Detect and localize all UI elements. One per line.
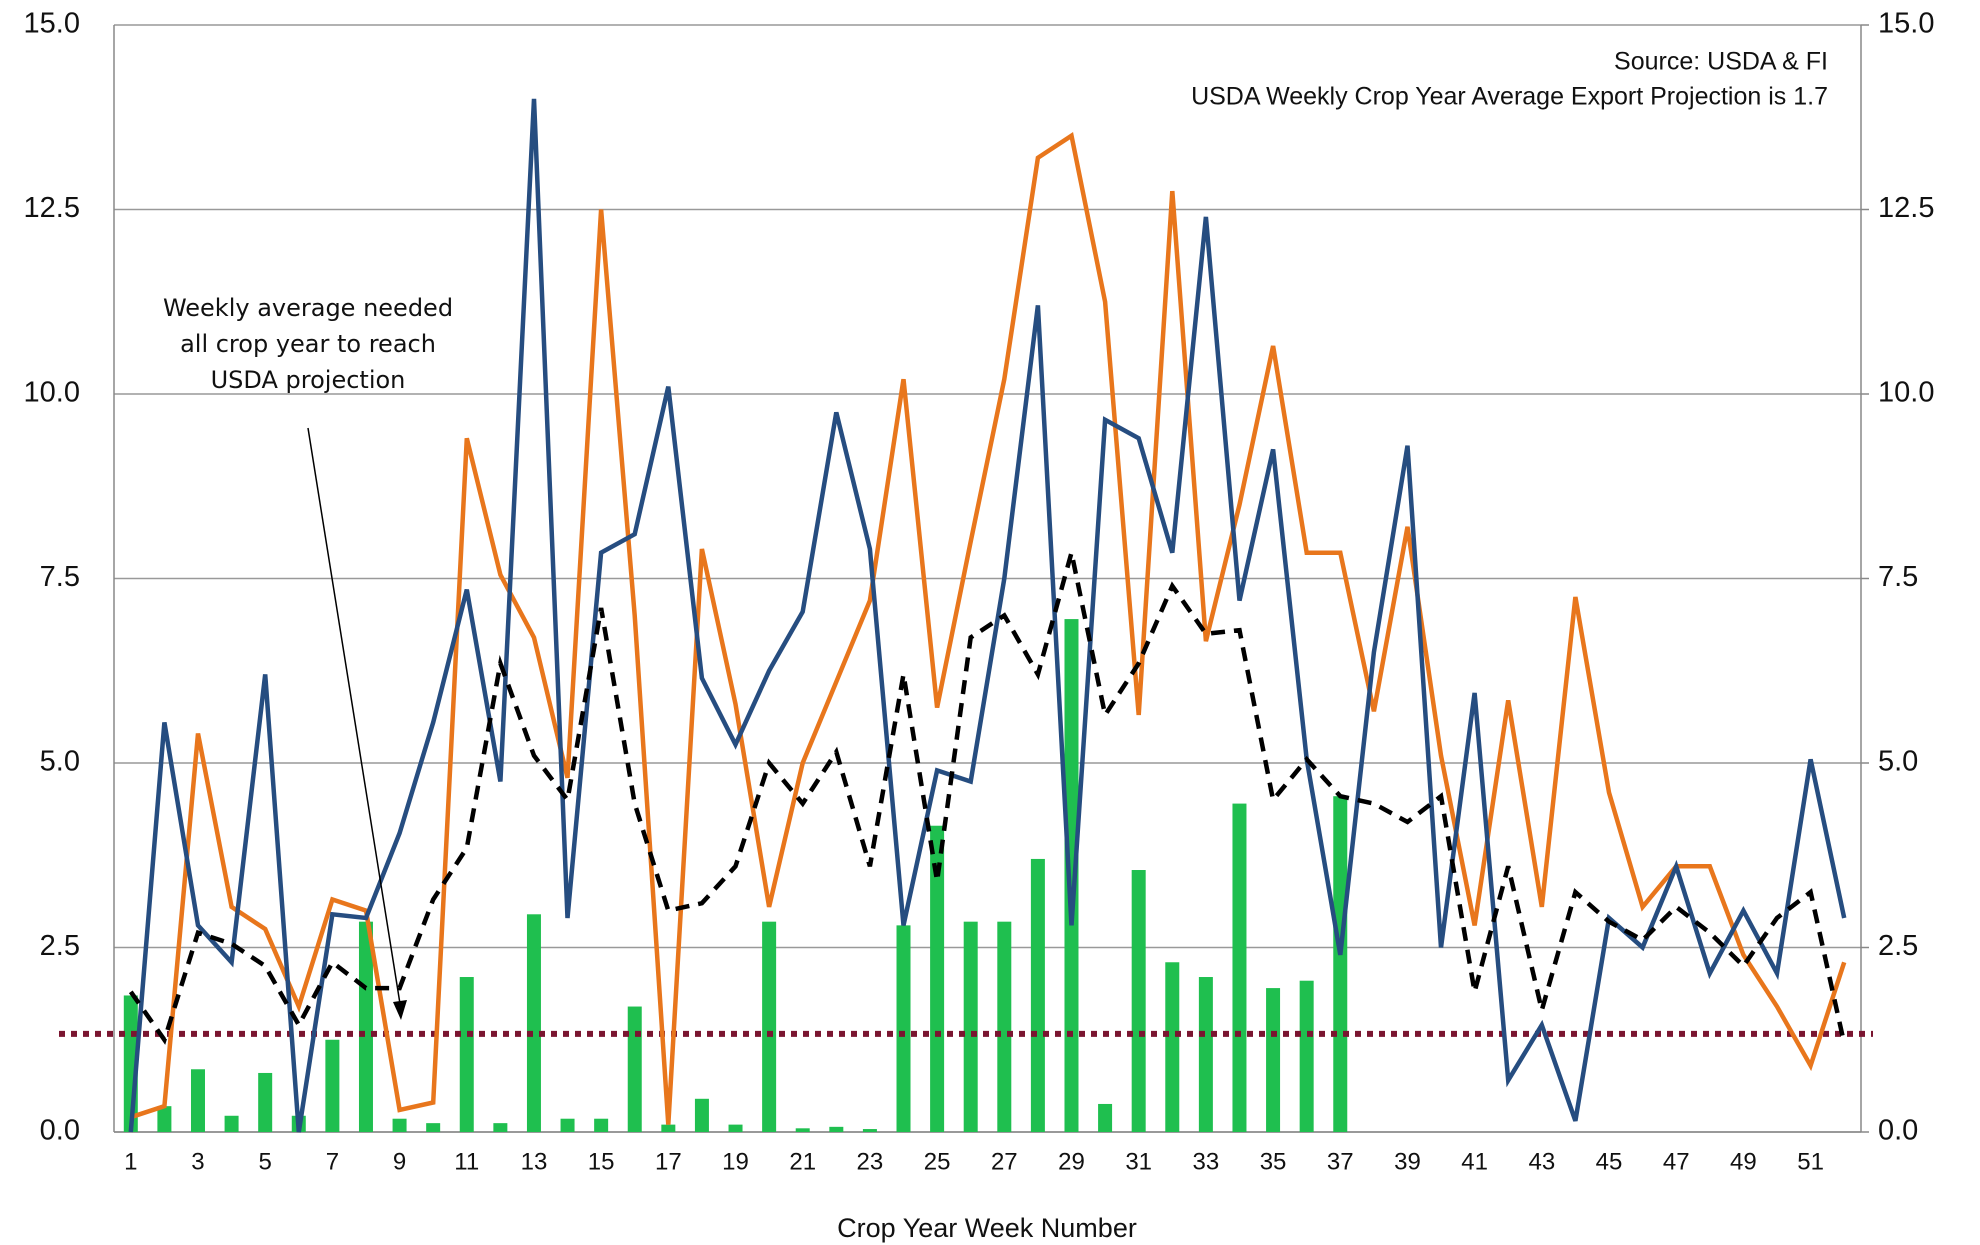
y-tick-label: 10.0 <box>24 377 80 409</box>
bar <box>392 1118 407 1132</box>
bar <box>963 921 978 1132</box>
line-series <box>130 131 1847 1125</box>
arrow-note: USDA projection <box>211 366 406 394</box>
x-tick-label: 1 <box>124 1148 137 1175</box>
x-tick-label: 25 <box>924 1148 951 1175</box>
bar <box>224 1115 239 1132</box>
bar <box>594 1118 609 1132</box>
y2-tick-label: 12.5 <box>1878 192 1934 224</box>
bar <box>426 1123 441 1132</box>
x-tick-label: 45 <box>1596 1148 1623 1175</box>
bar <box>896 925 911 1132</box>
bar <box>627 1006 642 1132</box>
bar <box>997 921 1012 1132</box>
arrow-shaft <box>307 427 402 1011</box>
x-tick-label: 3 <box>191 1148 204 1175</box>
y2-tick-label: 2.5 <box>1878 930 1918 962</box>
x-tick-label: 13 <box>521 1148 548 1175</box>
x-tick-label: 7 <box>326 1148 339 1175</box>
bar <box>762 921 777 1132</box>
y2-tick-label: 0.0 <box>1878 1115 1918 1147</box>
bar <box>661 1124 676 1132</box>
bar <box>358 921 373 1132</box>
x-tick-label: 51 <box>1797 1148 1824 1175</box>
x-tick-label: 9 <box>393 1148 406 1175</box>
x-tick-label: 23 <box>857 1148 884 1175</box>
bar <box>325 1039 340 1132</box>
x-tick-label: 35 <box>1260 1148 1287 1175</box>
bar <box>1131 870 1146 1132</box>
x-tick-label: 39 <box>1394 1148 1421 1175</box>
bar <box>1333 796 1348 1132</box>
x-tick-label: 11 <box>454 1148 479 1175</box>
x-tick-label: 21 <box>789 1148 816 1175</box>
bar <box>190 1069 205 1132</box>
bar <box>1232 803 1247 1132</box>
source-note: Source: USDA & FI <box>1614 48 1828 76</box>
y-tick-label: 0.0 <box>40 1115 80 1147</box>
y-tick-label: 2.5 <box>40 930 80 962</box>
bar <box>1098 1103 1113 1132</box>
x-tick-label: 27 <box>991 1148 1018 1175</box>
bar <box>1064 619 1079 1132</box>
y2-tick-label: 10.0 <box>1878 377 1934 409</box>
x-tick-label: 47 <box>1663 1148 1690 1175</box>
y-tick-label: 5.0 <box>40 746 80 778</box>
bar <box>560 1118 575 1132</box>
bar <box>829 1126 844 1132</box>
x-tick-label: 5 <box>259 1148 272 1175</box>
x-tick-label: 37 <box>1327 1148 1354 1175</box>
x-tick-label: 31 <box>1125 1148 1152 1175</box>
x-tick-label: 19 <box>722 1148 749 1175</box>
bar <box>862 1129 877 1132</box>
bar <box>1165 962 1180 1132</box>
y2-tick-label: 5.0 <box>1878 746 1918 778</box>
bar <box>1198 977 1213 1132</box>
arrow-head <box>393 1000 407 1020</box>
y2-tick-label: 15.0 <box>1878 8 1934 40</box>
bar <box>930 825 945 1132</box>
bar <box>728 1124 743 1132</box>
y2-tick-label: 7.5 <box>1878 561 1918 593</box>
bar <box>694 1098 709 1132</box>
y-tick-label: 12.5 <box>24 192 80 224</box>
bar <box>459 977 474 1132</box>
line-series <box>128 98 1847 1133</box>
bar <box>526 914 541 1132</box>
line-series <box>128 552 1847 1045</box>
arrow-note: all crop year to reach <box>180 330 436 358</box>
x-tick-label: 17 <box>655 1148 682 1175</box>
bar <box>1266 988 1281 1132</box>
bar <box>493 1123 508 1132</box>
bar <box>157 1106 172 1132</box>
x-tick-label: 15 <box>588 1148 615 1175</box>
arrow-note: Weekly average needed <box>163 294 453 322</box>
x-tick-label: 43 <box>1528 1148 1555 1175</box>
projection-note: USDA Weekly Crop Year Average Export Pro… <box>1191 83 1828 111</box>
x-tick-label: 49 <box>1730 1148 1757 1175</box>
bar <box>1030 858 1045 1132</box>
bar <box>1299 980 1314 1132</box>
y-tick-label: 7.5 <box>40 561 80 593</box>
bar <box>795 1128 810 1132</box>
x-axis-title: Crop Year Week Number <box>837 1213 1137 1243</box>
x-tick-label: 41 <box>1461 1148 1488 1175</box>
y-tick-label: 15.0 <box>24 8 80 40</box>
x-tick-label: 29 <box>1058 1148 1085 1175</box>
bar <box>258 1072 273 1132</box>
x-tick-label: 33 <box>1193 1148 1220 1175</box>
